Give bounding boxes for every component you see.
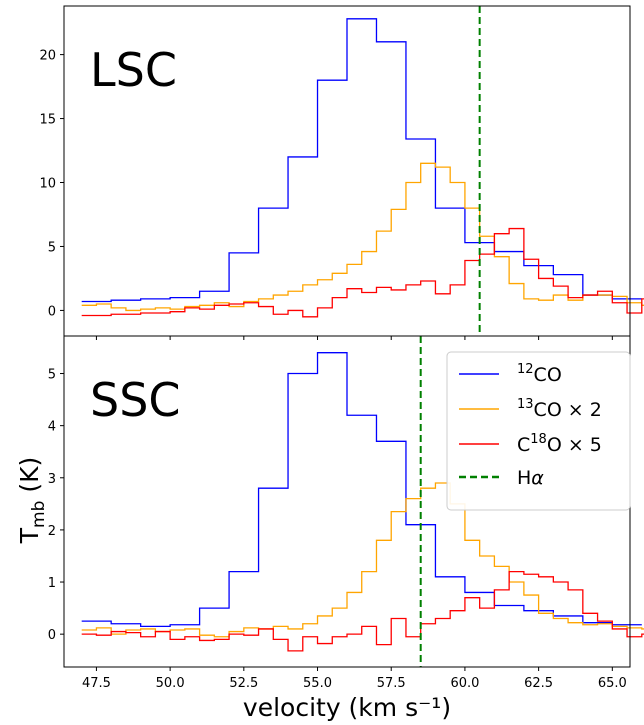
panel-ssc: 0 1 2 3 4 5 SSC bbox=[48, 335, 644, 671]
y-axis-title: Tmb (K) bbox=[15, 457, 49, 545]
x-tick-label: 62.5 bbox=[524, 676, 553, 691]
legend-box bbox=[446, 351, 631, 511]
panel-label: SSC bbox=[90, 373, 181, 427]
y-tick-label: 0 bbox=[48, 628, 56, 643]
x-tick-label: 55.0 bbox=[303, 676, 332, 691]
y-tick-label: 3 bbox=[48, 472, 56, 487]
legend-label-halpha: Hα bbox=[517, 467, 544, 489]
x-tick-label: 65.0 bbox=[598, 676, 627, 691]
legend-label-co12: 12CO bbox=[517, 362, 562, 386]
panel-label: LSC bbox=[90, 43, 177, 97]
x-axis-title: velocity (km s⁻¹) bbox=[243, 693, 451, 722]
x-tick-label: 52.5 bbox=[229, 676, 258, 691]
series-co13 bbox=[81, 482, 644, 638]
series-c18o bbox=[81, 570, 644, 652]
panel-lsc: 0 5 10 15 20 LSC bbox=[39, 5, 644, 340]
series-co13 bbox=[81, 162, 644, 312]
legend: 12CO 13CO × 2 C18O × 5 Hα bbox=[446, 351, 631, 511]
y-tick-label: 5 bbox=[48, 240, 56, 255]
y-tick-label: 4 bbox=[48, 420, 56, 435]
series-co12 bbox=[81, 352, 642, 627]
legend-label-co13: 13CO × 2 bbox=[517, 397, 602, 421]
series-c18o bbox=[81, 227, 644, 318]
x-tick-label: 50.0 bbox=[156, 676, 185, 691]
y-tick-label: 15 bbox=[39, 113, 56, 128]
y-tick-label: 0 bbox=[48, 304, 56, 319]
y-tick-label: 5 bbox=[48, 368, 56, 383]
legend-label-c18o: C18O × 5 bbox=[517, 432, 602, 456]
x-tick-label: 47.5 bbox=[82, 676, 111, 691]
y-tick-label: 20 bbox=[39, 49, 56, 64]
x-tick-label: 57.5 bbox=[377, 676, 406, 691]
series-co12 bbox=[81, 18, 642, 303]
x-tick-label: 60.0 bbox=[450, 676, 479, 691]
y-tick-label: 10 bbox=[39, 177, 56, 192]
y-tick-label: 2 bbox=[48, 524, 56, 539]
y-tick-label: 1 bbox=[48, 576, 56, 591]
